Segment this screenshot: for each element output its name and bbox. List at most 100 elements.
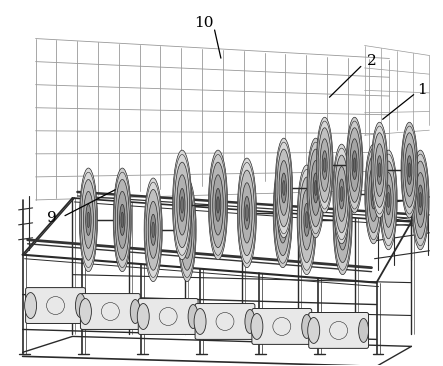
Ellipse shape: [309, 149, 323, 227]
Ellipse shape: [377, 156, 382, 184]
Ellipse shape: [401, 122, 418, 218]
Ellipse shape: [83, 191, 93, 249]
Ellipse shape: [184, 214, 190, 245]
Ellipse shape: [113, 168, 132, 272]
Ellipse shape: [297, 165, 316, 274]
Ellipse shape: [348, 128, 361, 202]
Ellipse shape: [283, 180, 285, 195]
Ellipse shape: [151, 214, 156, 245]
Ellipse shape: [281, 173, 287, 203]
Ellipse shape: [418, 185, 423, 215]
Ellipse shape: [403, 133, 416, 208]
Ellipse shape: [115, 179, 129, 260]
Ellipse shape: [172, 150, 192, 260]
Ellipse shape: [375, 144, 384, 196]
Ellipse shape: [373, 133, 386, 208]
Ellipse shape: [245, 205, 249, 221]
Ellipse shape: [372, 187, 375, 201]
Ellipse shape: [273, 158, 292, 268]
Ellipse shape: [275, 138, 292, 238]
Ellipse shape: [412, 150, 429, 250]
FancyBboxPatch shape: [252, 309, 312, 344]
Ellipse shape: [251, 314, 263, 339]
FancyBboxPatch shape: [138, 299, 198, 335]
Ellipse shape: [313, 173, 319, 203]
Ellipse shape: [305, 212, 308, 228]
Ellipse shape: [194, 309, 206, 335]
Ellipse shape: [152, 222, 155, 238]
Ellipse shape: [79, 168, 97, 272]
Ellipse shape: [380, 150, 397, 250]
Ellipse shape: [350, 139, 359, 191]
Ellipse shape: [178, 178, 196, 281]
Ellipse shape: [337, 190, 348, 250]
Ellipse shape: [352, 151, 357, 179]
Ellipse shape: [307, 138, 324, 238]
Ellipse shape: [302, 314, 312, 339]
Ellipse shape: [369, 167, 378, 221]
Ellipse shape: [333, 165, 352, 274]
Ellipse shape: [186, 222, 188, 238]
Ellipse shape: [181, 197, 183, 213]
Ellipse shape: [315, 180, 317, 195]
Ellipse shape: [333, 144, 350, 244]
Ellipse shape: [148, 201, 158, 258]
Ellipse shape: [316, 117, 333, 213]
FancyBboxPatch shape: [26, 288, 85, 324]
Ellipse shape: [382, 161, 395, 239]
Ellipse shape: [121, 212, 124, 228]
Ellipse shape: [371, 179, 376, 209]
Ellipse shape: [241, 183, 252, 243]
Ellipse shape: [180, 190, 194, 270]
Text: 2: 2: [367, 54, 377, 68]
Ellipse shape: [371, 122, 388, 218]
Ellipse shape: [386, 185, 391, 215]
Ellipse shape: [245, 310, 255, 333]
Ellipse shape: [365, 144, 382, 244]
Ellipse shape: [340, 187, 343, 201]
Ellipse shape: [239, 170, 254, 255]
Ellipse shape: [179, 188, 185, 221]
Ellipse shape: [210, 162, 225, 248]
Ellipse shape: [358, 318, 369, 342]
Ellipse shape: [281, 205, 284, 221]
Ellipse shape: [299, 177, 314, 262]
Ellipse shape: [182, 201, 192, 258]
Ellipse shape: [280, 197, 286, 229]
Ellipse shape: [85, 204, 91, 235]
Ellipse shape: [414, 161, 427, 239]
Ellipse shape: [304, 203, 310, 236]
Ellipse shape: [318, 128, 331, 202]
Ellipse shape: [387, 193, 390, 208]
Ellipse shape: [323, 158, 326, 172]
Ellipse shape: [384, 172, 393, 227]
Ellipse shape: [275, 170, 290, 255]
Ellipse shape: [277, 183, 288, 243]
Ellipse shape: [337, 167, 346, 221]
Ellipse shape: [75, 294, 85, 317]
Ellipse shape: [177, 175, 187, 235]
Ellipse shape: [405, 144, 414, 196]
Ellipse shape: [237, 158, 256, 268]
FancyBboxPatch shape: [195, 303, 255, 339]
Ellipse shape: [146, 190, 160, 270]
Ellipse shape: [188, 305, 198, 328]
Ellipse shape: [408, 163, 411, 177]
Ellipse shape: [301, 190, 312, 250]
Ellipse shape: [244, 197, 250, 229]
Ellipse shape: [346, 117, 363, 213]
Ellipse shape: [120, 204, 125, 235]
Ellipse shape: [308, 317, 320, 343]
Ellipse shape: [130, 299, 140, 324]
Ellipse shape: [175, 162, 190, 248]
Ellipse shape: [354, 158, 356, 172]
Ellipse shape: [213, 175, 223, 235]
Ellipse shape: [87, 212, 90, 228]
Ellipse shape: [208, 150, 228, 260]
Ellipse shape: [144, 178, 162, 281]
Ellipse shape: [419, 193, 422, 208]
Ellipse shape: [25, 292, 37, 318]
Ellipse shape: [82, 179, 96, 260]
Ellipse shape: [339, 179, 344, 209]
Ellipse shape: [335, 155, 349, 233]
